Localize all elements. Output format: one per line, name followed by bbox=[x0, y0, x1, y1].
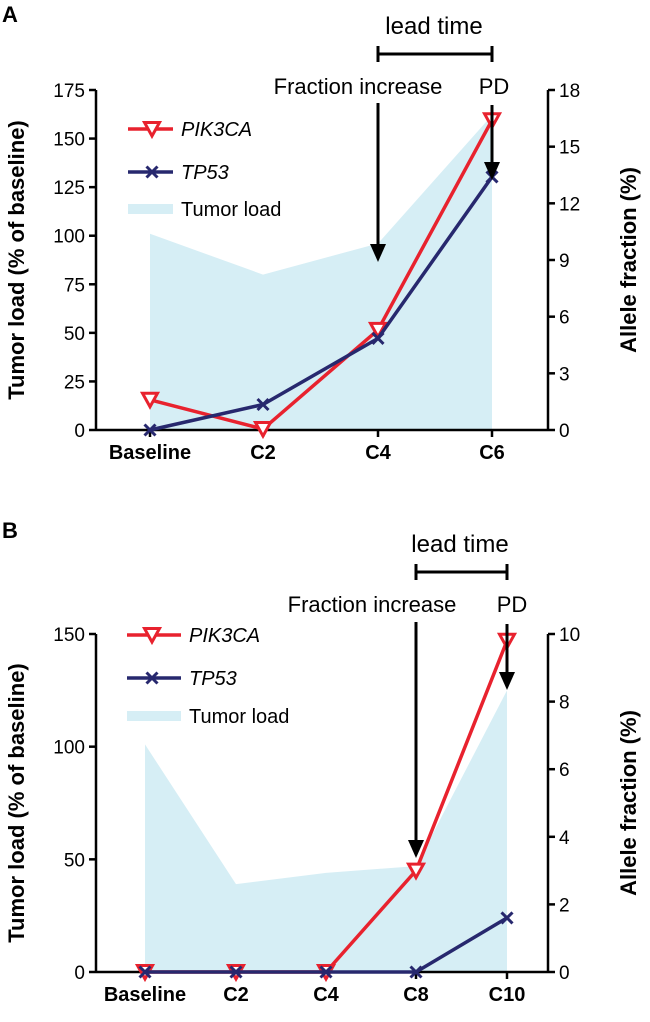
legend-label-tumor: Tumor load bbox=[189, 706, 289, 728]
fraction-increase-arrow-head bbox=[408, 840, 424, 858]
x-tick-label: C2 bbox=[250, 442, 276, 464]
x-tick-label: C2 bbox=[223, 984, 249, 1006]
point-pik3ca bbox=[139, 391, 161, 410]
point-tp53 bbox=[500, 911, 514, 925]
point-tp53 bbox=[371, 331, 385, 345]
y-tick-label: 100 bbox=[53, 738, 85, 759]
x-tick-label: C4 bbox=[365, 442, 391, 464]
legend-marker-tp53 bbox=[145, 671, 159, 685]
y2-tick-label: 9 bbox=[559, 251, 570, 272]
fraction-increase-arrow-head bbox=[370, 244, 386, 262]
x-tick-label: C4 bbox=[313, 984, 339, 1006]
y2-tick-label: 3 bbox=[559, 364, 570, 385]
pd-arrow-head bbox=[484, 162, 500, 180]
series-line-tp53 bbox=[149, 175, 494, 432]
y2-tick-label: 15 bbox=[559, 138, 580, 159]
y-tick-label: 0 bbox=[74, 421, 85, 442]
point-tp53 bbox=[409, 965, 423, 979]
y-tick-label: 0 bbox=[74, 963, 85, 984]
panel-b: B 0 50 100 150 0 2 4 6 8 10 Baseline C2 C4 C8 C10 Tumor … bbox=[2, 518, 641, 1006]
x-tick-label: C10 bbox=[489, 984, 526, 1006]
legend-marker-pik3ca bbox=[141, 627, 163, 646]
panel-letter: B bbox=[2, 518, 18, 543]
y2-tick-label: 6 bbox=[559, 308, 570, 329]
y-tick-label: 125 bbox=[53, 178, 85, 199]
lead-time-label: lead time bbox=[385, 13, 482, 40]
x-tick-label: C8 bbox=[403, 984, 429, 1006]
point-pik3ca bbox=[405, 862, 427, 881]
y2-axis-title: Allele fraction (%) bbox=[616, 167, 641, 353]
fraction-increase-label: Fraction increase bbox=[274, 74, 443, 99]
point-tp53 bbox=[143, 423, 157, 437]
y-tick-label: 25 bbox=[64, 372, 85, 393]
legend: PIK3CA TP53 Tumor load bbox=[127, 625, 289, 728]
y2-tick-label: 4 bbox=[559, 828, 570, 849]
y-tick-label: 50 bbox=[64, 850, 85, 871]
y-tick-label: 75 bbox=[64, 275, 85, 296]
point-tp53 bbox=[319, 965, 333, 979]
pd-label: PD bbox=[479, 74, 510, 99]
y2-tick-label: 18 bbox=[559, 81, 580, 102]
x-tick-label: Baseline bbox=[109, 442, 191, 464]
y-tick-label: 100 bbox=[53, 227, 85, 248]
panel-letter: A bbox=[2, 2, 18, 27]
legend-marker-tp53 bbox=[145, 165, 159, 179]
point-tp53 bbox=[138, 965, 152, 979]
point-tp53 bbox=[229, 965, 243, 979]
legend-label-pik3ca: PIK3CA bbox=[181, 119, 252, 141]
point-pik3ca bbox=[252, 421, 274, 440]
y2-tick-label: 0 bbox=[559, 963, 570, 984]
legend-label-tp53: TP53 bbox=[189, 668, 237, 690]
y-tick-label: 150 bbox=[53, 130, 85, 151]
y2-tick-label: 12 bbox=[559, 194, 580, 215]
legend-label-pik3ca: PIK3CA bbox=[189, 625, 260, 647]
y-axis-title: Tumor load (% of baseline) bbox=[4, 663, 29, 943]
legend: PIK3CA TP53 Tumor load bbox=[128, 119, 281, 221]
panel-a: A 0 25 50 75 100 125 150 175 0 3 6 9 12 15 18 Baseline C2… bbox=[2, 2, 641, 464]
legend-marker-pik3ca bbox=[141, 121, 163, 140]
legend-swatch-tumor bbox=[127, 711, 181, 721]
tumor-load-area bbox=[150, 115, 492, 430]
legend-label-tp53: TP53 bbox=[181, 162, 229, 184]
pd-label: PD bbox=[497, 592, 528, 617]
y2-tick-label: 2 bbox=[559, 895, 570, 916]
legend-label-tumor: Tumor load bbox=[181, 199, 281, 221]
fraction-increase-label: Fraction increase bbox=[288, 592, 457, 617]
y2-axis-title: Allele fraction (%) bbox=[616, 710, 641, 896]
pd-arrow-head bbox=[499, 672, 515, 690]
y-tick-label: 150 bbox=[53, 625, 85, 646]
y2-tick-label: 10 bbox=[559, 625, 580, 646]
x-tick-label: C6 bbox=[479, 442, 505, 464]
y-axis-title: Tumor load (% of baseline) bbox=[4, 120, 29, 400]
series-line-pik3ca bbox=[149, 119, 494, 431]
point-tp53 bbox=[256, 397, 270, 412]
y2-tick-label: 0 bbox=[559, 421, 570, 442]
x-tick-label: Baseline bbox=[104, 984, 186, 1006]
y-tick-label: 50 bbox=[64, 324, 85, 345]
lead-time-label: lead time bbox=[411, 531, 508, 558]
y2-tick-label: 8 bbox=[559, 693, 570, 714]
legend-swatch-tumor bbox=[128, 204, 173, 214]
tumor-load-area bbox=[145, 690, 507, 972]
y2-tick-label: 6 bbox=[559, 760, 570, 781]
y-tick-label: 175 bbox=[53, 81, 85, 102]
